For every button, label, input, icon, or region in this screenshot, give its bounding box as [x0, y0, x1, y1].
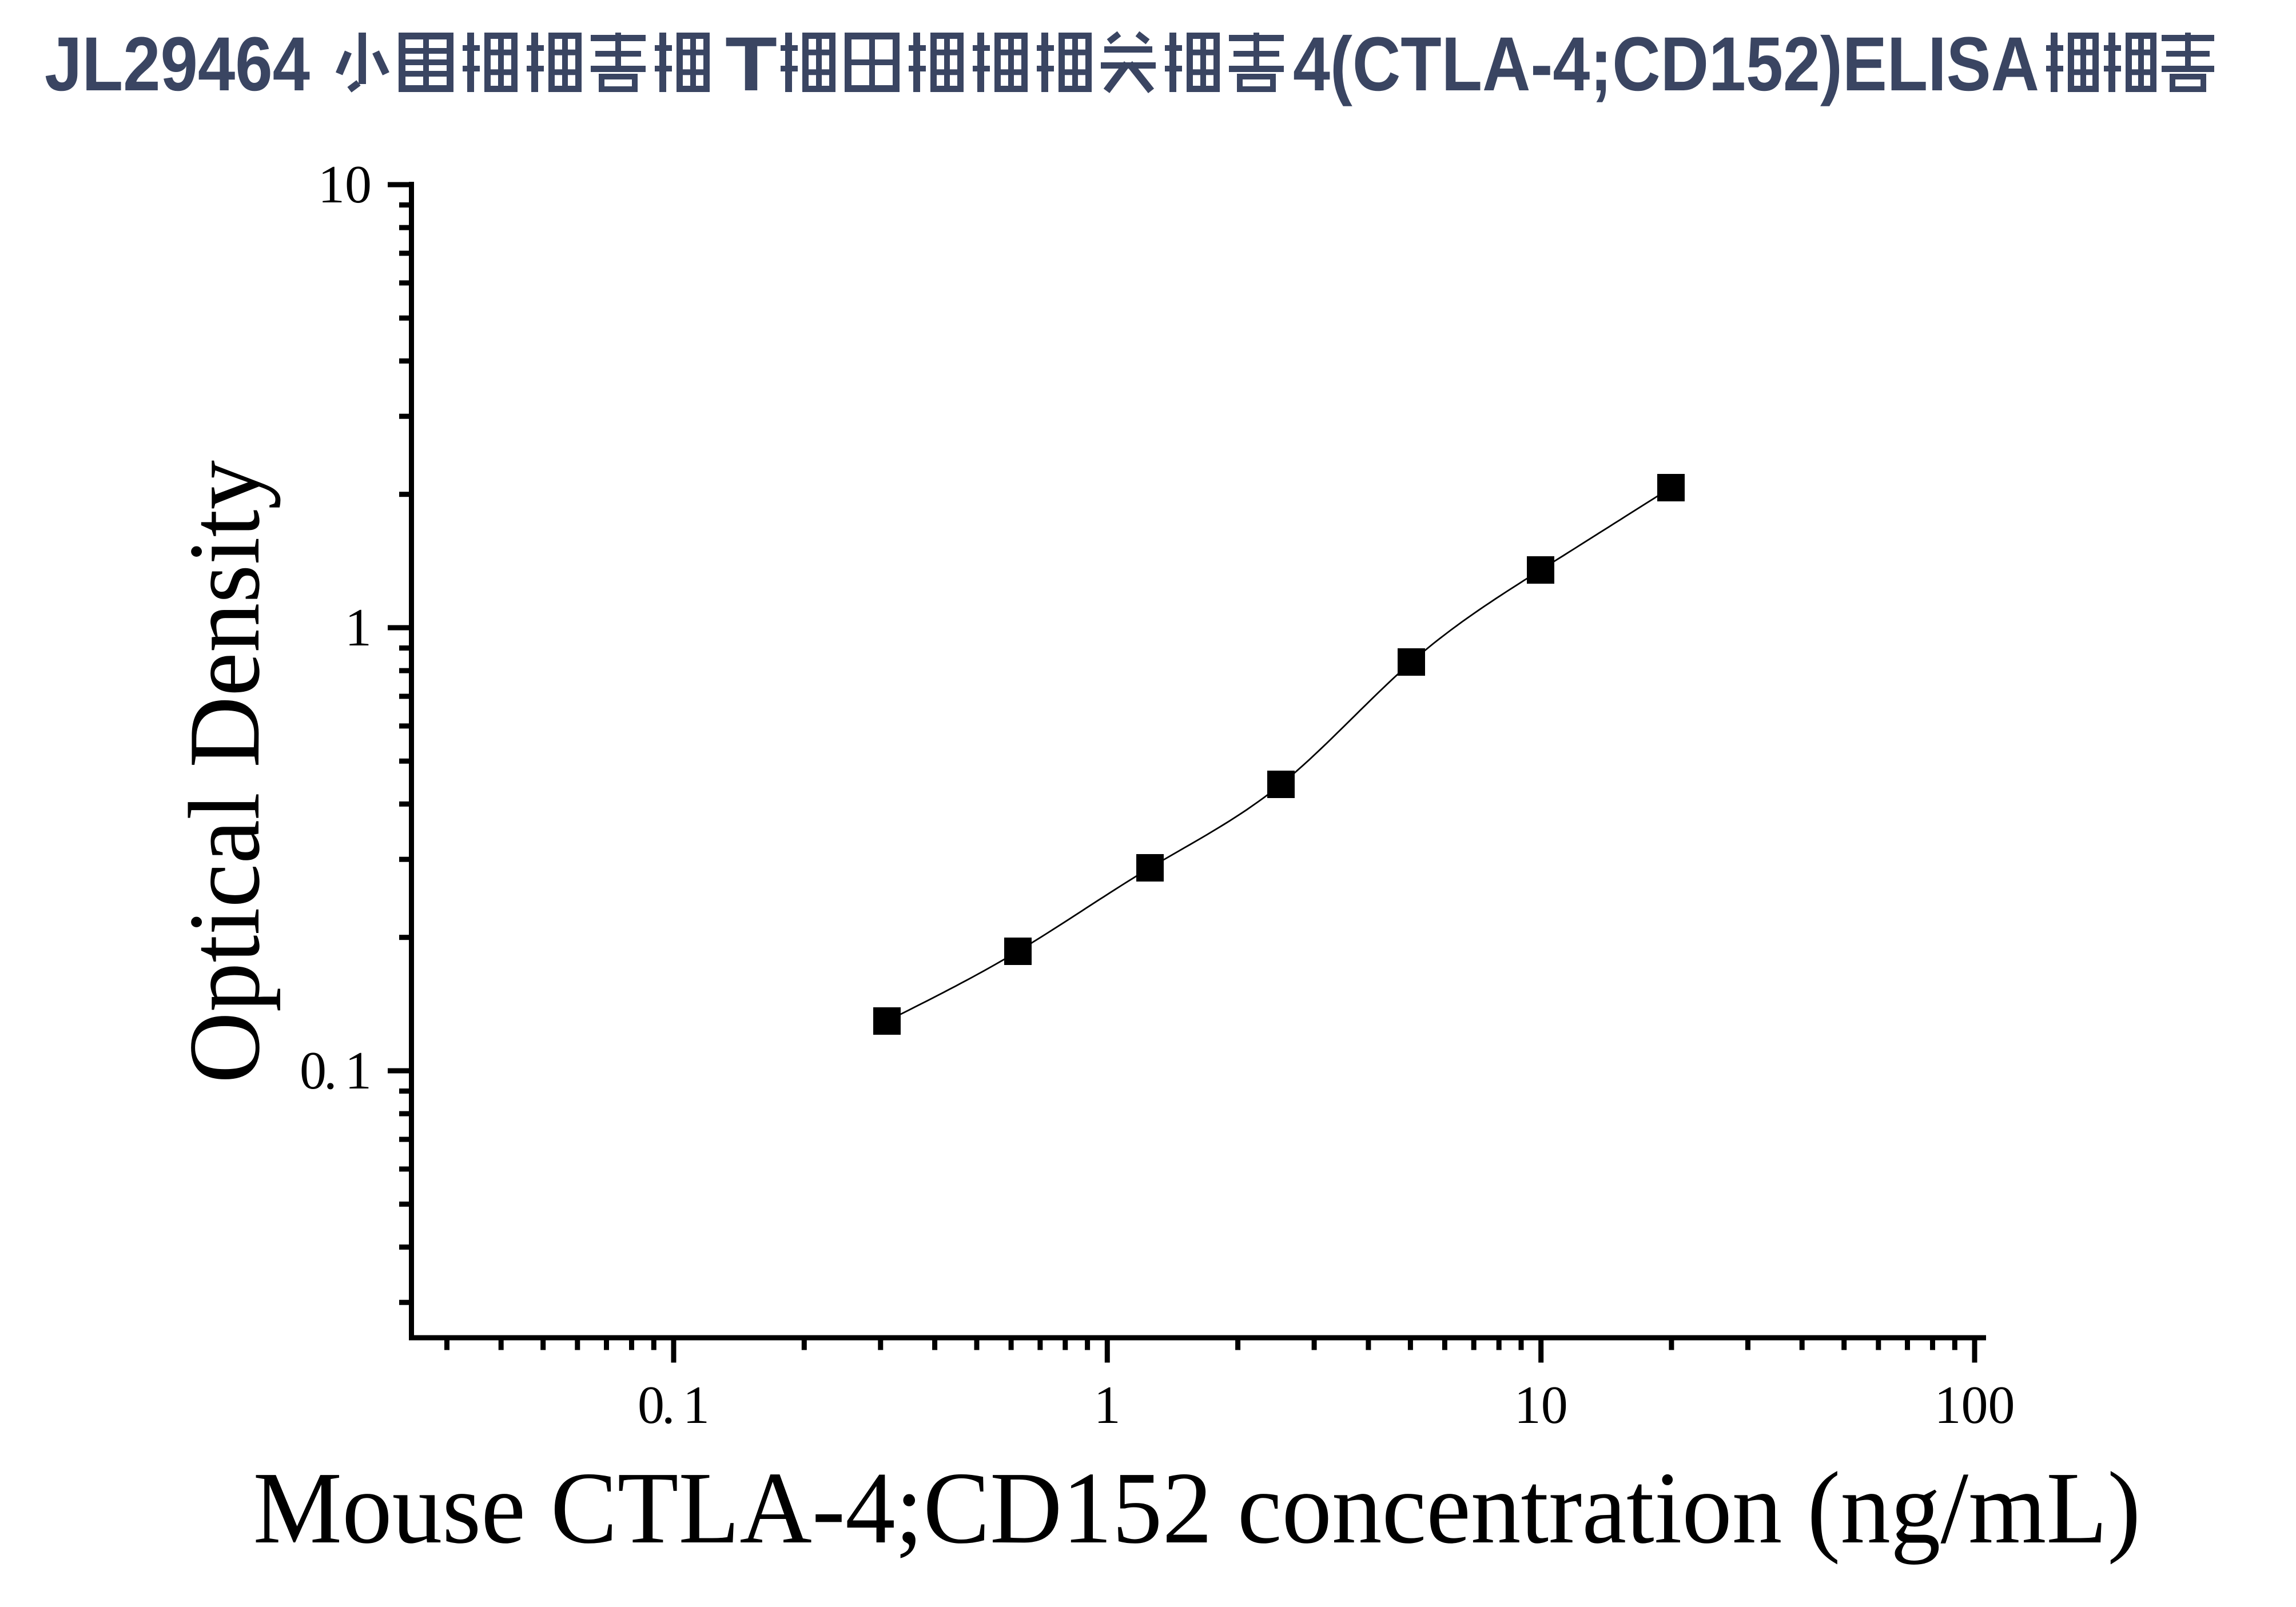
svg-text:4(CTLA-4;CD152)ELISA: 4(CTLA-4;CD152)ELISA	[1293, 22, 2039, 107]
svg-text:T: T	[725, 22, 777, 107]
svg-text:10: 10	[1514, 1375, 1568, 1435]
svg-text:Mouse CTLA-4;CD152 concentrati: Mouse CTLA-4;CD152 concentration (ng/mL)	[253, 1451, 2141, 1565]
svg-text:Optical Density: Optical Density	[168, 460, 281, 1083]
svg-text:0. 1: 0. 1	[638, 1375, 710, 1435]
svg-text:1: 1	[345, 598, 372, 657]
svg-text:100: 100	[1935, 1375, 2015, 1435]
svg-text:0. 1: 0. 1	[300, 1041, 372, 1100]
svg-text:JL29464: JL29464	[45, 22, 310, 107]
svg-text:10: 10	[318, 155, 372, 214]
svg-text:1: 1	[1094, 1375, 1121, 1435]
